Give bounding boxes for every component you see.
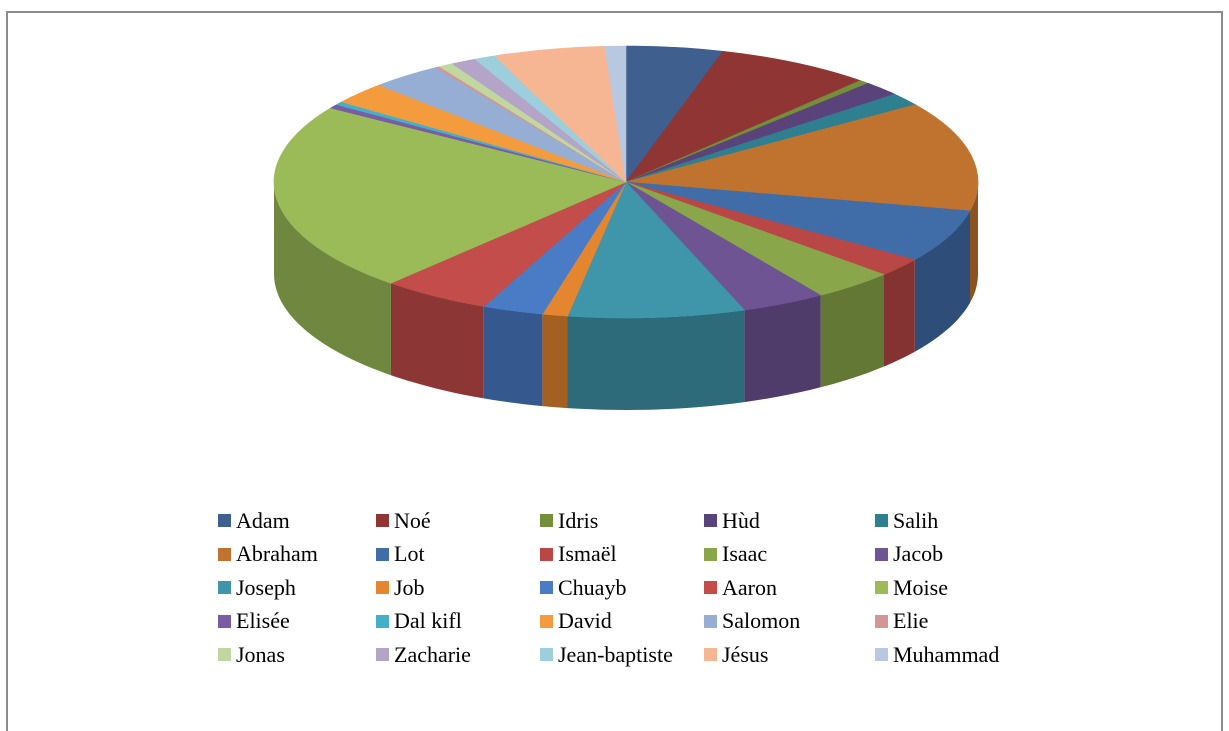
pie-side-jacob [744,295,821,403]
legend-item-elisee: Elisée [218,605,376,639]
legend-label: Isaac [722,541,768,567]
legend-item-isaac: Isaac [704,538,875,572]
pie-side-joseph [567,310,745,410]
legend-swatch [704,547,717,561]
pie-side-abraham [970,182,978,303]
pie-side-lot [914,210,970,352]
legend-swatch [540,648,553,662]
legend-label: Lot [394,541,425,567]
legend-swatch [540,514,553,528]
legend-item-jonas: Jonas [218,638,376,672]
pie-side-aaron [390,283,484,399]
legend-item-muhammad: Muhammad [875,638,1055,672]
legend-item-joseph: Joseph [218,571,376,605]
pie-side-moise [274,182,391,376]
legend-label: Ismaël [558,541,617,567]
legend-item-jesus: Jésus [704,638,875,672]
legend-swatch [376,547,389,561]
legend-label: Salomon [722,608,801,634]
legend-swatch [704,614,717,628]
legend-swatch [218,547,231,561]
legend-label: Muhammad [893,641,1000,667]
pie-side-ismael [884,259,915,367]
legend-label: Jonas [236,641,285,667]
legend-swatch [875,614,888,628]
legend-swatch [218,614,231,628]
legend-swatch [218,648,231,662]
legend-label: Joseph [236,574,296,600]
legend-swatch [218,514,231,528]
legend-swatch [540,547,553,561]
legend-label: Hùd [722,507,760,533]
legend-swatch [376,614,389,628]
pie-slice-joseph [567,181,745,319]
pie-slice-abraham [625,104,979,212]
legend-swatch [540,581,553,595]
pie-slice-noe [625,50,862,183]
legend-label: Noé [394,507,431,533]
legend-swatch [704,581,717,595]
legend-item-salih: Salih [875,504,1055,538]
legend-item-job: Job [376,571,540,605]
legend-swatch [376,648,389,662]
legend-swatch [704,514,717,528]
legend-label: Elisée [236,608,290,634]
legend-label: Chuayb [558,574,627,600]
legend-label: Job [394,574,425,600]
legend-label: Abraham [236,541,318,567]
legend-item-salomon: Salomon [704,605,875,639]
legend-item-adam: Adam [218,504,376,538]
legend-label: Elie [893,608,929,634]
pie-side-chuayb [483,306,543,407]
legend-label: Zacharie [394,641,471,667]
legend-label: Aaron [722,574,777,600]
legend: Adam Noé Idris Hùd Salih Abraham Lot Ismaël Isaa… [218,504,1078,672]
pie-slice-muhammad [604,45,627,183]
legend-swatch [376,581,389,595]
pie-sides [274,182,978,410]
legend-label: Salih [893,507,939,533]
legend-item-lot: Lot [376,538,540,572]
legend-label: Idris [558,507,599,533]
pie-slice-lot [625,181,971,261]
legend-item-jean-baptiste: Jean-baptiste [540,638,704,672]
legend-label: David [558,608,612,634]
legend-label: Jean-baptiste [558,641,673,667]
legend-swatch [875,648,888,662]
legend-swatch [218,581,231,595]
pie-top [273,45,979,319]
legend-swatch [875,514,888,528]
legend-item-david: David [540,605,704,639]
legend-label: Jésus [722,641,769,667]
legend-swatch [376,514,389,528]
legend-swatch [875,547,888,561]
legend-label: Dal kifl [394,608,462,634]
pie-slice-moise [273,107,627,284]
legend-item-dal-kifl: Dal kifl [376,605,540,639]
legend-item-chuayb: Chuayb [540,571,704,605]
legend-item-idris: Idris [540,504,704,538]
legend-item-zacharie: Zacharie [376,638,540,672]
legend-item-elie: Elie [875,605,1055,639]
legend-item-abraham: Abraham [218,538,376,572]
legend-swatch [875,581,888,595]
pie-side-isaac [820,274,884,388]
legend-label: Adam [236,507,290,533]
legend-item-jacob: Jacob [875,538,1055,572]
legend-label: Moise [893,574,948,600]
legend-item-hud: Hùd [704,504,875,538]
legend-item-ismael: Ismaël [540,538,704,572]
legend-item-moise: Moise [875,571,1055,605]
legend-item-noe: Noé [376,504,540,538]
legend-swatch [540,614,553,628]
legend-label: Jacob [893,541,944,567]
pie-side-job [542,314,568,409]
legend-swatch [704,648,717,662]
legend-item-aaron: Aaron [704,571,875,605]
